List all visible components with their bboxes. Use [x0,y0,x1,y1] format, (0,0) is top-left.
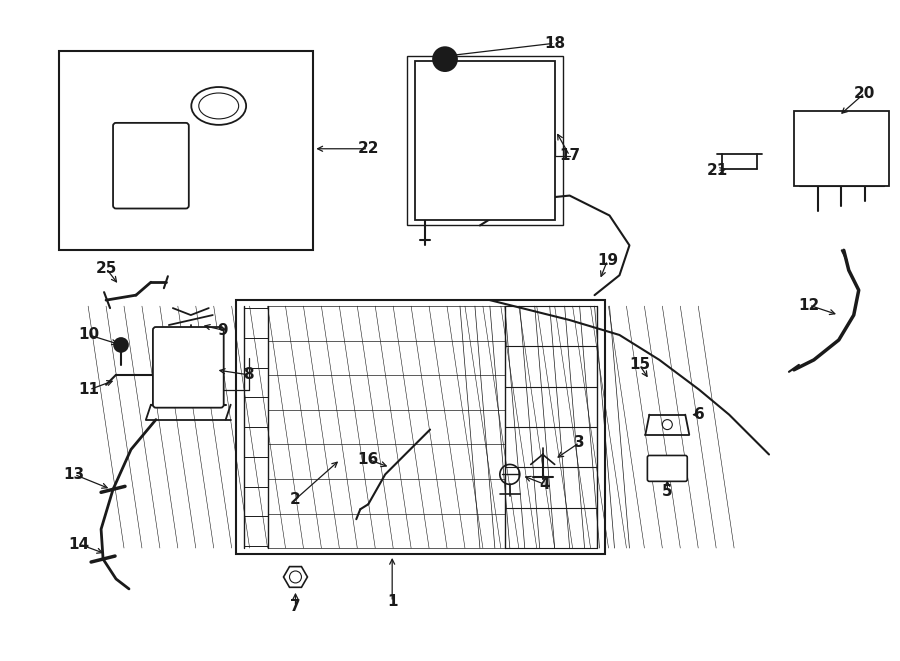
FancyBboxPatch shape [153,327,224,408]
Ellipse shape [199,93,238,119]
Text: 10: 10 [78,327,100,342]
Bar [236,300,605,554]
Text: 25: 25 [95,260,117,276]
Text: 1: 1 [387,594,398,609]
Text: 14: 14 [68,537,90,551]
FancyBboxPatch shape [113,123,189,208]
Text: 3: 3 [574,435,585,450]
Bar [59,51,313,251]
Text: 16: 16 [357,452,379,467]
Text: 22: 22 [357,141,379,156]
Text: 15: 15 [629,358,650,372]
Bar [415,61,554,221]
Text: 24: 24 [240,93,261,108]
Circle shape [114,338,128,352]
Text: 18: 18 [544,36,565,51]
Text: 17: 17 [559,148,580,163]
Text: 20: 20 [854,85,876,100]
Text: 9: 9 [218,323,228,338]
Text: 23: 23 [168,198,190,213]
Text: 2: 2 [290,492,301,507]
Text: 19: 19 [597,253,618,268]
Ellipse shape [192,87,246,125]
Text: 11: 11 [78,382,100,397]
Text: 4: 4 [539,477,550,492]
Bar [794,111,888,186]
Circle shape [433,47,457,71]
Bar [407,56,562,225]
Text: 13: 13 [64,467,85,482]
Text: 8: 8 [243,368,254,382]
Text: 5: 5 [662,484,672,499]
FancyBboxPatch shape [647,455,688,481]
Text: 6: 6 [694,407,705,422]
Text: 21: 21 [706,163,728,178]
Text: 7: 7 [290,600,301,614]
Text: 12: 12 [798,297,820,313]
